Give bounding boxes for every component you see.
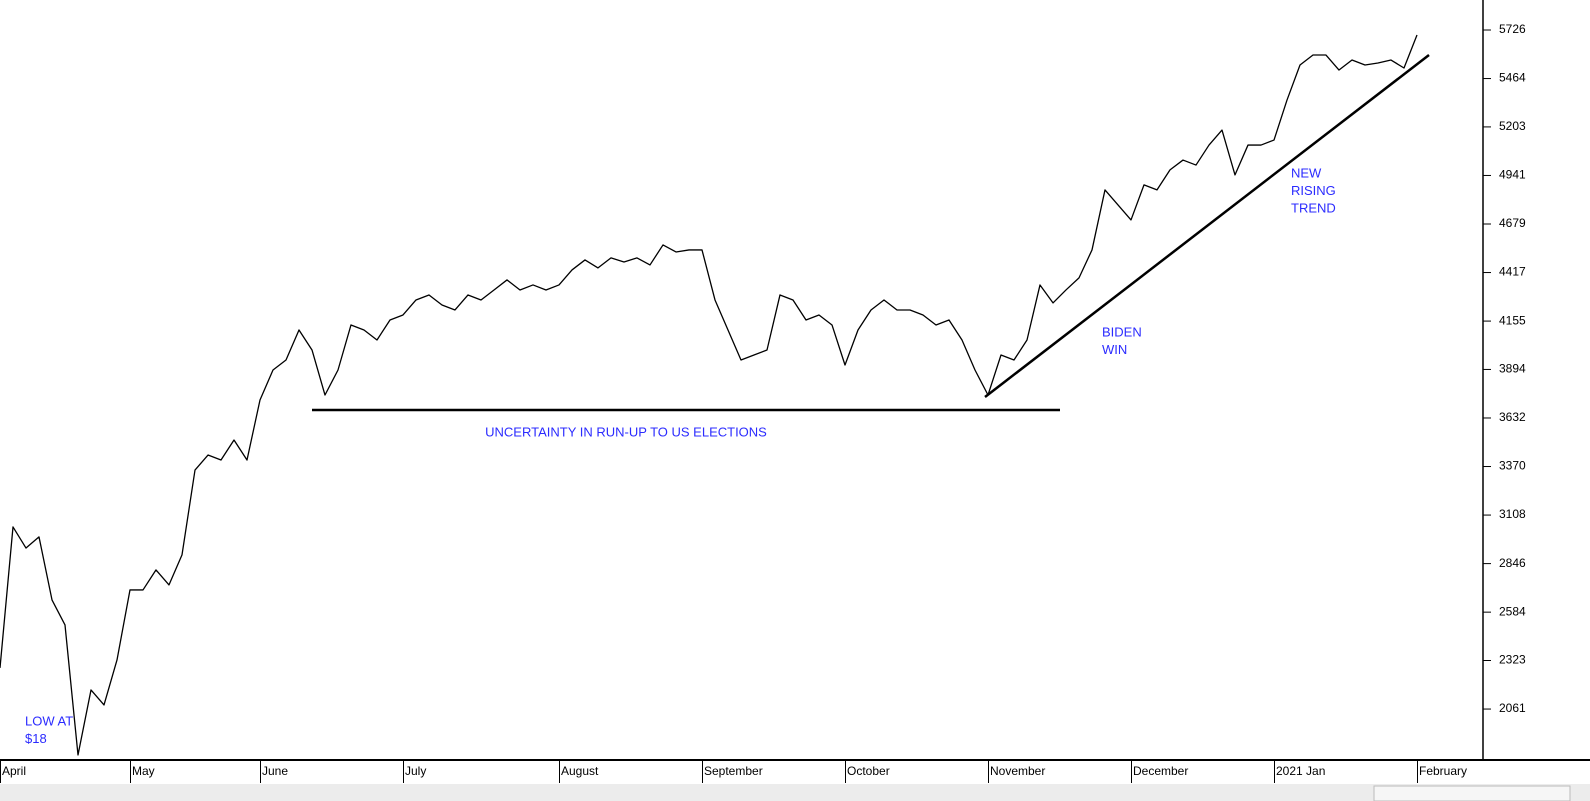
y-tick-label: 3108 bbox=[1499, 507, 1526, 521]
annotation: WIN bbox=[1102, 342, 1127, 357]
x-tick-label: November bbox=[990, 764, 1045, 778]
y-tick-label: 5464 bbox=[1499, 71, 1526, 85]
y-tick-label: 4941 bbox=[1499, 168, 1526, 182]
y-tick-label: 5726 bbox=[1499, 22, 1526, 36]
annotation: UNCERTAINTY IN RUN-UP TO US ELECTIONS bbox=[485, 424, 767, 439]
x-tick-label: 2021 Jan bbox=[1276, 764, 1325, 778]
x-tick-label: December bbox=[1133, 764, 1188, 778]
x-tick-label: April bbox=[2, 764, 26, 778]
y-tick-label: 5203 bbox=[1499, 119, 1526, 133]
annotation: NEW bbox=[1291, 165, 1322, 180]
annotation: BIDEN bbox=[1102, 324, 1142, 339]
annotation: TREND bbox=[1291, 200, 1336, 215]
y-tick-label: 3894 bbox=[1499, 362, 1526, 376]
scroll-thumb[interactable] bbox=[1373, 785, 1571, 801]
y-tick-label: 2584 bbox=[1499, 604, 1526, 618]
x-tick-label: October bbox=[847, 764, 890, 778]
y-tick-label: 2846 bbox=[1499, 556, 1526, 570]
y-tick-label: 3632 bbox=[1499, 410, 1526, 424]
price-line bbox=[0, 34, 1418, 756]
x-tick-label: September bbox=[704, 764, 763, 778]
x-tick-label: February bbox=[1419, 764, 1467, 778]
x-tick-label: June bbox=[262, 764, 288, 778]
x-tick-label: July bbox=[405, 764, 426, 778]
y-tick-label: 2323 bbox=[1499, 653, 1526, 667]
annotation: $18 bbox=[25, 731, 47, 746]
trend-line bbox=[984, 54, 1430, 398]
y-tick-label: 3370 bbox=[1499, 459, 1526, 473]
status-strip bbox=[0, 784, 1590, 801]
y-tick-label: 4155 bbox=[1499, 313, 1526, 327]
y-tick-label: 4679 bbox=[1499, 216, 1526, 230]
y-tick-label: 4417 bbox=[1499, 265, 1526, 279]
annotation: LOW AT bbox=[25, 713, 73, 728]
y-tick-label: 2061 bbox=[1499, 701, 1526, 715]
x-tick-label: August bbox=[561, 764, 599, 778]
annotation: RISING bbox=[1291, 183, 1336, 198]
x-tick-label: May bbox=[132, 764, 155, 778]
